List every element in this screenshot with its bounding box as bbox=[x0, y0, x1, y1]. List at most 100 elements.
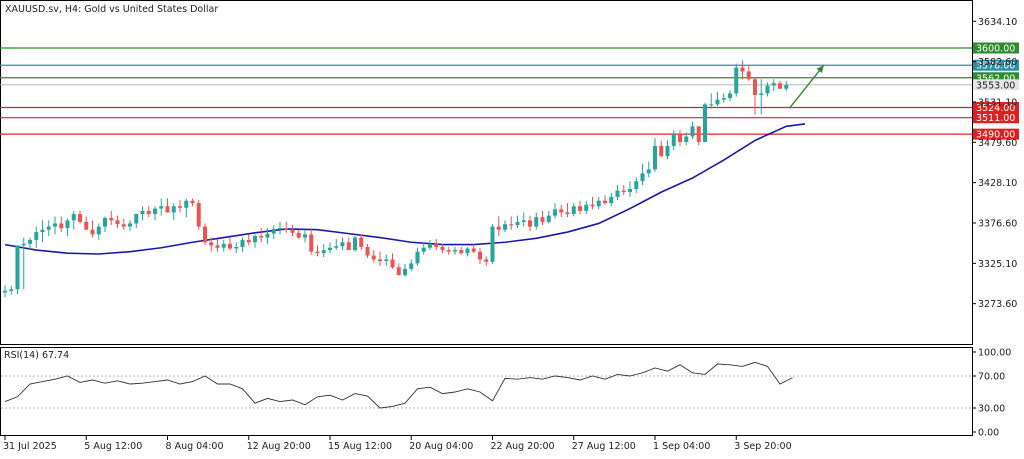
candle-body bbox=[140, 210, 145, 215]
rsi-line bbox=[4, 361, 793, 409]
level-tag bbox=[973, 112, 1019, 124]
bull-candle bbox=[684, 132, 689, 146]
time-axis: 31 Jul 2025 5 Aug 12:00 8 Aug 04:00 12 Aug … bbox=[3, 436, 792, 452]
candle-body bbox=[728, 93, 732, 99]
rsi-tick-label: 0.00 bbox=[978, 428, 999, 439]
level-label: 3490.00 bbox=[976, 130, 1015, 141]
candle-body bbox=[640, 173, 645, 182]
candle-body bbox=[646, 169, 651, 174]
bear-candle bbox=[603, 195, 607, 205]
bear-candle bbox=[296, 229, 301, 240]
bear-candle bbox=[509, 216, 514, 230]
price-tick-label: 3428.10 bbox=[978, 178, 1017, 189]
candle-body bbox=[128, 223, 132, 227]
candle-body bbox=[721, 98, 726, 100]
candle-body bbox=[84, 221, 89, 230]
bull-candle bbox=[759, 79, 764, 115]
candle-body bbox=[590, 204, 595, 207]
bull-candle bbox=[584, 200, 589, 215]
time-tick-label: 12 Aug 20:00 bbox=[247, 441, 311, 452]
candle-body bbox=[628, 188, 632, 193]
candle-body bbox=[184, 200, 189, 208]
ma-line bbox=[4, 123, 806, 255]
bull-candle bbox=[353, 235, 357, 252]
trend-arrow bbox=[788, 64, 825, 109]
candle-body bbox=[378, 259, 382, 262]
bear-candle bbox=[696, 126, 701, 146]
rsi-title: RSI(14) 67.74 bbox=[4, 350, 69, 361]
candle-body bbox=[453, 250, 457, 252]
candle-body bbox=[440, 246, 445, 251]
candle-body bbox=[434, 243, 439, 247]
candle-body bbox=[759, 93, 764, 95]
candle-body bbox=[221, 243, 226, 248]
bull-candle bbox=[221, 239, 226, 252]
candle-body bbox=[59, 223, 64, 229]
bull-candle bbox=[303, 229, 307, 243]
bear-candle bbox=[778, 80, 782, 89]
candle-body bbox=[278, 228, 282, 230]
candle-body bbox=[553, 209, 557, 216]
bull-candle bbox=[490, 224, 495, 265]
candle-body bbox=[528, 220, 532, 227]
bull-candle bbox=[553, 203, 557, 219]
candle-body bbox=[471, 248, 476, 252]
candle-body bbox=[446, 250, 451, 252]
level-tag bbox=[973, 102, 1019, 114]
bull-candle bbox=[334, 239, 339, 251]
bear-candle bbox=[484, 256, 489, 266]
candle-body bbox=[671, 134, 676, 146]
bull-candle bbox=[453, 246, 457, 255]
candle-body bbox=[546, 215, 551, 222]
bear-candle bbox=[496, 216, 501, 236]
level-label: 3562.00 bbox=[976, 73, 1015, 84]
candle-body bbox=[309, 234, 314, 252]
rsi-tick-label: 30.00 bbox=[978, 404, 1005, 415]
candle-body bbox=[271, 228, 276, 234]
bull-candle bbox=[596, 196, 601, 210]
candle-body bbox=[315, 251, 320, 254]
bull-candle bbox=[140, 206, 145, 221]
candle-body bbox=[609, 196, 614, 204]
bull-candle bbox=[421, 242, 426, 255]
bull-candle bbox=[328, 242, 332, 254]
bull-candle bbox=[571, 203, 576, 217]
candle-body bbox=[21, 243, 26, 246]
bear-candle bbox=[459, 246, 464, 255]
candle-body bbox=[465, 248, 470, 254]
candle-body bbox=[90, 229, 95, 235]
bear-candle bbox=[228, 237, 232, 251]
bear-candle bbox=[84, 216, 89, 230]
price-tick-label: 3325.10 bbox=[978, 259, 1017, 270]
candle-body bbox=[390, 259, 395, 268]
price-tick-label: 3376.60 bbox=[978, 218, 1017, 229]
bear-candle bbox=[196, 199, 201, 230]
bear-candle bbox=[396, 263, 401, 276]
bear-candle bbox=[309, 228, 314, 255]
candle-body bbox=[353, 237, 357, 251]
bear-candle bbox=[365, 243, 370, 258]
candle-body bbox=[715, 99, 720, 105]
bear-candle bbox=[59, 216, 64, 233]
bull-candle bbox=[715, 91, 720, 106]
candle-body bbox=[15, 245, 20, 290]
bear-candle bbox=[578, 200, 582, 215]
candle-body bbox=[246, 239, 251, 243]
bull-candle bbox=[234, 242, 239, 254]
bull-candle bbox=[265, 228, 270, 244]
rsi-tick-label: 70.00 bbox=[978, 372, 1005, 383]
candle-body bbox=[359, 237, 364, 247]
time-tick-label: 1 Sep 04:00 bbox=[653, 441, 710, 452]
bear-candle bbox=[121, 218, 126, 230]
candle-body bbox=[103, 217, 107, 227]
level-tag bbox=[973, 59, 1019, 71]
candle-body bbox=[203, 226, 207, 243]
candle-body bbox=[196, 203, 201, 227]
candle-body bbox=[53, 223, 57, 227]
bull-candle bbox=[128, 220, 132, 232]
bear-candle bbox=[446, 246, 451, 255]
bear-candle bbox=[565, 203, 570, 218]
candle-body bbox=[3, 290, 7, 293]
candle-body bbox=[28, 239, 32, 244]
